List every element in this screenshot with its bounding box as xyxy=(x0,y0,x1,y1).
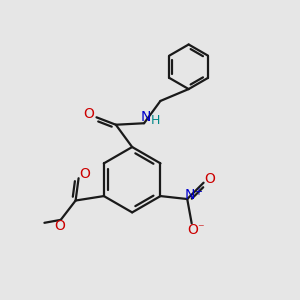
Text: O: O xyxy=(54,219,65,233)
Text: +: + xyxy=(194,187,202,196)
Text: H: H xyxy=(151,114,160,128)
Text: O: O xyxy=(188,223,199,237)
Text: O: O xyxy=(84,107,94,121)
Text: N: N xyxy=(184,188,195,202)
Text: N: N xyxy=(140,110,151,124)
Text: O: O xyxy=(80,167,91,181)
Text: ⁻: ⁻ xyxy=(197,222,204,235)
Text: O: O xyxy=(204,172,215,186)
